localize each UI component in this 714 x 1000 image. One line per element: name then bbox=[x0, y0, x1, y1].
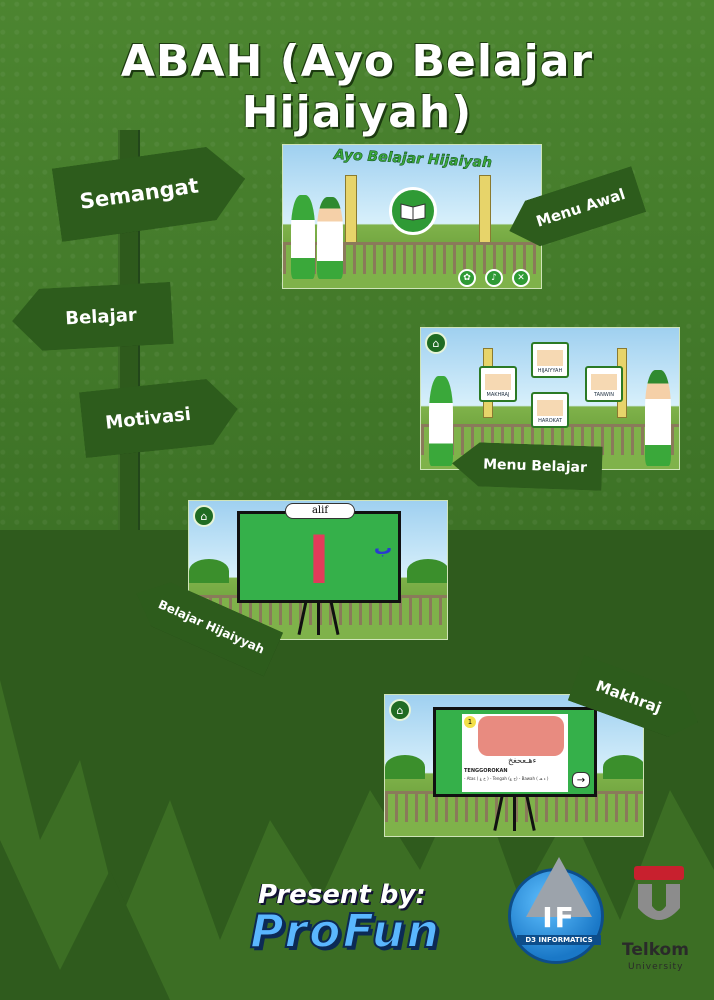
next-button[interactable]: → bbox=[572, 772, 590, 788]
close-icon: ✕ bbox=[517, 273, 525, 283]
menu-awal-screenshot: Ayo Belajar Hijaiyah ✿ ♪ ✕ bbox=[282, 144, 542, 289]
makhraj-detail: - Atas ( خ غ ) - Tengah (ح ع) - Bawah ( … bbox=[464, 776, 549, 781]
sign-semangat-label: Semangat bbox=[78, 173, 201, 214]
easel-leg bbox=[317, 601, 320, 635]
tile-harokat-label: HAROKAT bbox=[538, 418, 562, 424]
mosque-tower-left bbox=[345, 175, 357, 245]
people-button[interactable]: ✿ bbox=[458, 269, 476, 287]
chalkboard: 1 ءهـعحغخ TENGGOROKAN - Atas ( خ غ ) - T… bbox=[433, 707, 597, 797]
tile-tanwin-label: TANWIN bbox=[594, 392, 614, 398]
easel-leg bbox=[513, 795, 516, 831]
mosque-dome-right bbox=[407, 559, 447, 583]
boy-character bbox=[645, 370, 671, 466]
d3-informatics-logo: IF D3 INFORMATICS bbox=[508, 857, 604, 964]
page-title: ABAH (Ayo Belajar Hijaiyah) bbox=[120, 36, 594, 138]
tile-makhraj-label: MAKHRAJ bbox=[486, 392, 510, 398]
mouth-illustration bbox=[478, 716, 564, 756]
university-label: University bbox=[628, 962, 684, 972]
chalkboard: ا ب bbox=[237, 511, 401, 603]
girl-character bbox=[291, 195, 315, 279]
letter-caption: alif bbox=[285, 503, 355, 519]
sign-menu-belajar-label: Menu Belajar bbox=[482, 456, 588, 477]
mosque-dome-left bbox=[385, 755, 425, 779]
mosque-tower-right bbox=[479, 175, 491, 245]
music-button[interactable]: ♪ bbox=[485, 269, 503, 287]
book-button[interactable] bbox=[389, 187, 437, 235]
makhraj-card: 1 ءهـعحغخ TENGGOROKAN - Atas ( خ غ ) - T… bbox=[462, 714, 568, 792]
d3-logo-text: IF bbox=[542, 901, 576, 934]
sign-motivasi-label: Motivasi bbox=[104, 403, 192, 434]
tile-image bbox=[591, 374, 617, 390]
tile-image bbox=[537, 350, 563, 366]
home-button[interactable]: ⌂ bbox=[193, 505, 215, 527]
close-button[interactable]: ✕ bbox=[512, 269, 530, 287]
hijaiyah-screenshot: ⌂ ا ب alif bbox=[188, 500, 448, 640]
book-icon bbox=[400, 203, 426, 221]
boy-character bbox=[317, 197, 343, 279]
sign-belajar-label: Belajar bbox=[64, 304, 138, 329]
home-icon: ⌂ bbox=[200, 509, 208, 523]
home-button[interactable]: ⌂ bbox=[425, 332, 447, 354]
profun-logo: ProFun bbox=[249, 903, 442, 959]
telkom-university-logo-icon bbox=[634, 866, 684, 920]
arrow-right-icon: → bbox=[576, 774, 586, 786]
present-by-label: Present by: bbox=[258, 880, 426, 910]
tile-image bbox=[485, 374, 511, 390]
makhraj-letters: ءهـعحغخ bbox=[508, 756, 537, 765]
telkom-label: Telkom bbox=[622, 940, 689, 960]
step-number: 1 bbox=[464, 716, 476, 728]
tile-harokat[interactable]: HAROKAT bbox=[531, 392, 569, 428]
home-button[interactable]: ⌂ bbox=[389, 699, 411, 721]
tile-hijaiyyah[interactable]: HIJAIYYAH bbox=[531, 342, 569, 378]
next-letter: ب bbox=[374, 538, 393, 559]
mosque-dome-left bbox=[189, 559, 229, 583]
home-icon: ⌂ bbox=[396, 703, 404, 717]
girl-character bbox=[429, 376, 453, 466]
makhraj-heading: TENGGOROKAN bbox=[464, 768, 508, 774]
letter-display: ا bbox=[308, 525, 330, 599]
tile-tanwin[interactable]: TANWIN bbox=[585, 366, 623, 402]
tile-hijaiyyah-label: HIJAIYYAH bbox=[537, 368, 563, 374]
people-icon: ✿ bbox=[463, 273, 471, 283]
mosque-dome-right bbox=[603, 755, 643, 779]
d3-logo-label: D3 INFORMATICS bbox=[517, 935, 601, 945]
music-icon: ♪ bbox=[491, 273, 497, 283]
menu-awal-banner: Ayo Belajar Hijaiyah bbox=[333, 146, 493, 172]
tile-image bbox=[537, 400, 563, 416]
makhraj-screenshot: ⌂ 1 ءهـعحغخ TENGGOROKAN - Atas ( خ غ ) -… bbox=[384, 694, 644, 837]
tile-makhraj[interactable]: MAKHRAJ bbox=[479, 366, 517, 402]
sign-makhraj-label: Makhraj bbox=[593, 676, 664, 718]
home-icon: ⌂ bbox=[432, 336, 440, 350]
